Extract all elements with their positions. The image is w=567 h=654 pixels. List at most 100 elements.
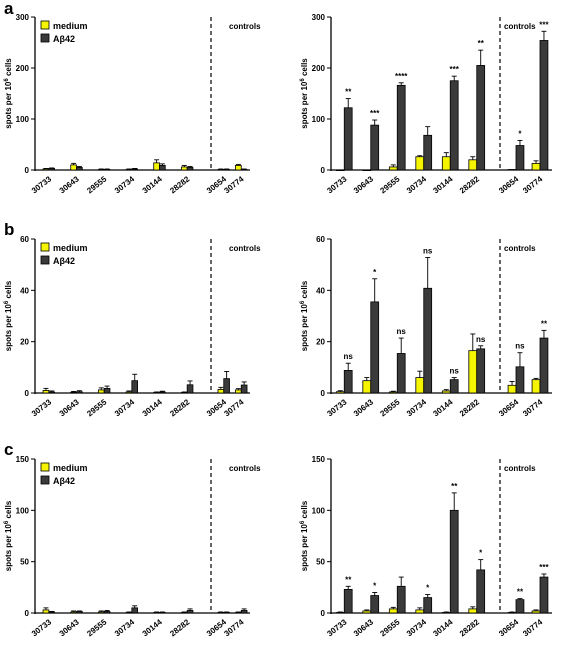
x-tick-label: 30643 xyxy=(58,617,82,638)
bar-abeta42 xyxy=(423,134,433,171)
controls-label: controls xyxy=(229,22,261,31)
bar-medium xyxy=(468,350,478,394)
panel-letter-c: c xyxy=(4,440,13,459)
panel-letter-b: b xyxy=(4,220,14,239)
bar-medium xyxy=(42,390,50,394)
x-tick-label: 30144 xyxy=(141,174,165,195)
x-tick-label: 30774 xyxy=(222,397,246,418)
y-axis-title-text: cells xyxy=(4,280,13,301)
y-tick-label: 200 xyxy=(16,64,30,73)
bar-abeta42 xyxy=(539,576,549,614)
bar-abeta42 xyxy=(396,353,406,394)
controls-label: controls xyxy=(229,244,261,253)
bar-abeta42 xyxy=(476,65,486,171)
y-tick-label: 0 xyxy=(321,166,326,175)
bar-medium xyxy=(97,389,105,394)
y-tick-label: 100 xyxy=(312,506,326,515)
x-tick-label: 30774 xyxy=(521,397,545,418)
significance-label: ns xyxy=(476,335,486,344)
bar-abeta42 xyxy=(186,610,194,614)
significance-label: ns xyxy=(515,342,525,351)
controls-label: controls xyxy=(229,464,261,473)
y-tick-label: 100 xyxy=(312,115,326,124)
x-tick-label: 29555 xyxy=(378,617,402,638)
bar-abeta42 xyxy=(48,168,56,171)
x-tick-label: 30654 xyxy=(497,174,521,195)
bar-abeta42 xyxy=(159,165,166,171)
bar-abeta42 xyxy=(159,391,166,394)
x-tick-label: 30733 xyxy=(325,617,349,638)
y-axis-title-text: cells xyxy=(300,280,309,301)
bar-abeta42 xyxy=(240,610,248,614)
bar-medium xyxy=(335,612,345,614)
x-tick-label: 30734 xyxy=(405,617,429,638)
significance-label: ns xyxy=(397,327,407,336)
significance-label: ns xyxy=(450,367,460,376)
bar-medium xyxy=(415,609,425,614)
bar-abeta42 xyxy=(223,169,230,171)
legend-label-abeta42: Aβ42 xyxy=(53,476,75,486)
bar-abeta42 xyxy=(343,370,353,394)
legend-label-abeta42: Aβ42 xyxy=(53,256,75,266)
bar-medium xyxy=(70,611,77,614)
x-tick-label: 30643 xyxy=(58,174,82,195)
bar-abeta42 xyxy=(370,595,380,614)
x-tick-label: 30734 xyxy=(405,397,429,418)
x-tick-label: 30733 xyxy=(30,174,54,195)
x-tick-label: 29555 xyxy=(85,397,109,418)
bar-medium xyxy=(97,169,105,171)
x-tick-label: 30734 xyxy=(405,174,429,195)
x-tick-label: 30643 xyxy=(352,174,376,195)
x-tick-label: 30144 xyxy=(141,397,165,418)
controls-label: controls xyxy=(504,22,536,31)
significance-label: ns xyxy=(423,246,433,255)
significance-label: * xyxy=(479,549,483,558)
bar-medium xyxy=(153,162,160,171)
x-tick-label: 30733 xyxy=(30,397,54,418)
x-tick-label: 28282 xyxy=(168,397,192,418)
bar-medium xyxy=(335,169,345,172)
y-tick-label: 300 xyxy=(312,13,326,22)
legend-label-abeta42: Aβ42 xyxy=(53,34,75,44)
x-tick-label: 30774 xyxy=(521,617,545,638)
bar-medium xyxy=(180,612,188,614)
bar-abeta42 xyxy=(423,597,433,614)
bar-medium xyxy=(125,612,133,614)
bar-medium xyxy=(507,384,517,394)
bar-abeta42 xyxy=(131,168,139,171)
x-tick-label: 30734 xyxy=(113,617,137,638)
bar-abeta42 xyxy=(515,366,525,394)
bar-abeta42 xyxy=(515,145,525,171)
x-tick-label: 30643 xyxy=(58,397,82,418)
bar-medium xyxy=(468,608,478,614)
bar-medium xyxy=(97,611,105,614)
bar-medium xyxy=(415,156,425,171)
legend-label-medium: medium xyxy=(53,463,88,473)
bar-abeta42 xyxy=(48,391,56,394)
bar-abeta42 xyxy=(131,607,139,614)
x-tick-label: 30734 xyxy=(113,397,137,418)
bar-abeta42 xyxy=(449,509,459,614)
bar-abeta42 xyxy=(131,380,139,394)
y-axis-title-text: spots per 10 xyxy=(300,81,309,129)
bar-abeta42 xyxy=(515,599,525,614)
bar-abeta42 xyxy=(240,169,248,171)
panel-letter-a: a xyxy=(4,0,14,18)
y-tick-label: 300 xyxy=(16,13,30,22)
chart-c-left: 0 50 100 150 spots per 106 cells controls 3073… xyxy=(4,455,261,638)
significance-label: *** xyxy=(539,20,549,29)
y-tick-label: 150 xyxy=(312,455,326,464)
y-axis-title-text: spots per 10 xyxy=(4,81,13,129)
significance-label: ** xyxy=(345,575,352,584)
significance-label: *** xyxy=(539,563,549,572)
bar-medium xyxy=(125,169,133,171)
legend-swatch-medium xyxy=(40,462,50,472)
bar-medium xyxy=(153,392,160,394)
x-tick-label: 30733 xyxy=(30,617,54,638)
x-tick-label: 30144 xyxy=(431,397,455,418)
bar-abeta42 xyxy=(370,301,380,394)
y-tick-label: 40 xyxy=(20,286,29,295)
chart-a-left: 0 100 200 300 spots per 106 cells controls 307… xyxy=(4,13,261,195)
